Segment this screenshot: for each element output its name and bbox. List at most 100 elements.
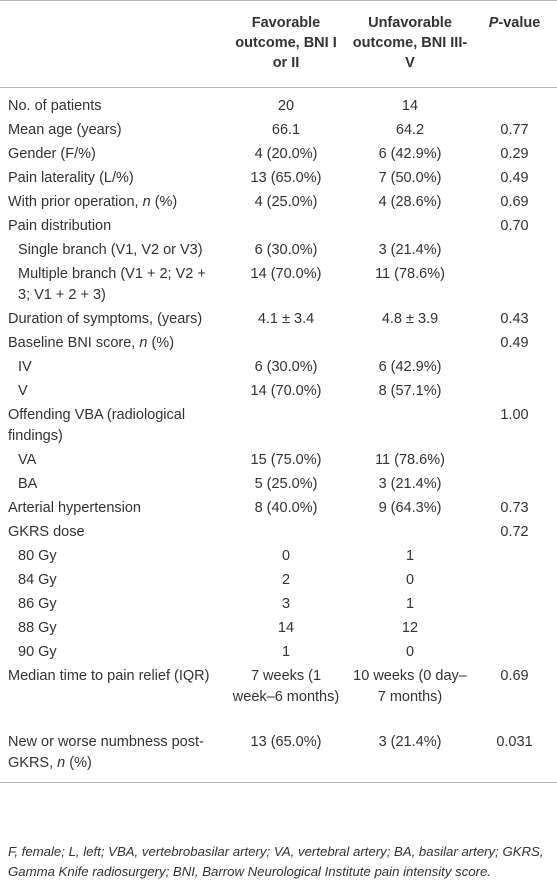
cell-favorable: 2	[281, 572, 291, 588]
cell-favorable: 7 weeks (1 week–6 months)	[232, 668, 340, 705]
cell-p-value	[472, 617, 557, 641]
table-header-row: Favorable outcome, BNI I or II Unfavorab…	[0, 0, 557, 88]
cell-favorable: 14	[277, 620, 295, 636]
table-row: VA 15 (75.0%) 11 (78.6%)	[0, 449, 557, 473]
table-row: Arterial hypertension 8 (40.0%) 9 (64.3%…	[0, 497, 557, 521]
row-label: 84 Gy	[18, 572, 57, 588]
cell-favorable: 6 (30.0%)	[254, 242, 318, 258]
cell-favorable: 1	[281, 644, 291, 660]
cell-favorable: 5 (25.0%)	[254, 476, 318, 492]
row-label: No. of patients	[8, 98, 102, 114]
cell-favorable: 13 (65.0%)	[250, 170, 322, 186]
row-label-n: n	[142, 194, 151, 210]
cell-favorable: 14 (70.0%)	[250, 266, 322, 282]
cell-p-value	[472, 449, 557, 473]
table-row: 86 Gy 3 1	[0, 593, 557, 617]
cell-p-value	[472, 263, 557, 308]
cell-favorable: 4 (20.0%)	[254, 146, 318, 162]
cell-unfavorable: 10 weeks (0 day–7 months)	[353, 668, 467, 705]
cell-p-value: 0.29	[500, 146, 529, 162]
table-row: Multiple branch (V1 + 2; V2 + 3; V1 + 2 …	[0, 263, 557, 308]
row-label: VA	[18, 452, 37, 468]
cell-unfavorable: 1	[405, 548, 415, 564]
cell-favorable: 8 (40.0%)	[254, 500, 318, 516]
row-label-text: With prior operation,	[8, 194, 143, 210]
cell-favorable	[224, 521, 348, 545]
row-label-n: n	[57, 755, 66, 771]
row-label-suffix: (%)	[147, 335, 175, 351]
table-row: GKRS dose 0.72	[0, 521, 557, 545]
cell-unfavorable: 11 (78.6%)	[375, 266, 445, 282]
cell-p-value: 0.73	[500, 500, 529, 516]
row-label: 88 Gy	[18, 620, 57, 636]
row-label-n: n	[139, 335, 148, 351]
cell-unfavorable: 3 (21.4%)	[378, 242, 442, 258]
cell-unfavorable: 1	[405, 596, 415, 612]
cell-unfavorable: 7 (50.0%)	[378, 170, 442, 186]
row-label: Mean age (years)	[8, 122, 122, 138]
header-p-italic: P	[488, 15, 499, 31]
row-label: Gender (F/%)	[8, 146, 96, 162]
cell-favorable: 20	[277, 98, 295, 114]
cell-unfavorable: 3 (21.4%)	[378, 476, 442, 492]
row-label-suffix: (%)	[65, 755, 92, 771]
table-row: No. of patients 20 14	[0, 88, 557, 120]
header-p-rest: -value	[498, 15, 541, 31]
cell-p-value: 0.031	[496, 734, 533, 750]
row-label: New or worse numbness post-GKRS, n (%)	[0, 731, 224, 783]
row-label-text: Baseline BNI score,	[8, 335, 140, 351]
row-label: 86 Gy	[18, 596, 57, 612]
header-favorable: Favorable outcome, BNI I or II	[235, 15, 337, 71]
cell-favorable	[224, 332, 348, 356]
cell-p-value	[472, 356, 557, 380]
row-label-text: New or worse numbness post-GKRS,	[8, 734, 204, 771]
cell-unfavorable: 9 (64.3%)	[378, 500, 442, 516]
cell-unfavorable: 0	[405, 572, 415, 588]
cell-favorable	[224, 215, 348, 239]
cell-favorable	[224, 404, 348, 449]
row-label-suffix: (%)	[150, 194, 178, 210]
table-row: New or worse numbness post-GKRS, n (%) 1…	[0, 731, 557, 783]
row-label: With prior operation, n (%)	[0, 191, 224, 215]
header-empty	[0, 1, 224, 88]
table-row: Mean age (years) 66.1 64.2 0.77	[0, 119, 557, 143]
row-label: 80 Gy	[18, 548, 57, 564]
row-label: IV	[18, 359, 32, 375]
cell-unfavorable: 14	[401, 98, 419, 114]
row-label: Single branch (V1, V2 or V3)	[18, 242, 203, 258]
cell-favorable: 4 (25.0%)	[254, 194, 318, 210]
results-table: Favorable outcome, BNI I or II Unfavorab…	[0, 0, 557, 783]
cell-p-value: 0.49	[500, 335, 529, 351]
row-label: Offending VBA (radiological findings)	[8, 407, 186, 444]
table-footnote: F, female; L, left; VBA, vertebrobasilar…	[8, 844, 544, 879]
row-label: Pain distribution	[8, 218, 112, 234]
table-row: Median time to pain relief (IQR) 7 weeks…	[0, 665, 557, 731]
table-row: Pain distribution 0.70	[0, 215, 557, 239]
cell-favorable: 4.1 ± 3.4	[257, 311, 315, 327]
row-label: Multiple branch (V1 + 2; V2 + 3; V1 + 2 …	[18, 266, 206, 303]
table-row: With prior operation, n (%) 4 (25.0%) 4 …	[0, 191, 557, 215]
cell-p-value: 0.49	[500, 170, 529, 186]
row-label: Baseline BNI score, n (%)	[0, 332, 224, 356]
table-row: 90 Gy 1 0	[0, 641, 557, 665]
cell-p-value	[472, 641, 557, 665]
header-unfavorable: Unfavorable outcome, BNI III-V	[352, 15, 468, 71]
cell-p-value: 0.77	[500, 122, 529, 138]
cell-p-value: 0.69	[500, 194, 529, 210]
table-row: 80 Gy 0 1	[0, 545, 557, 569]
header-p-value: P-value	[472, 1, 557, 88]
row-label: Median time to pain relief (IQR)	[8, 668, 210, 684]
cell-unfavorable: 6 (42.9%)	[378, 146, 442, 162]
cell-p-value	[472, 473, 557, 497]
cell-p-value	[472, 239, 557, 263]
cell-favorable: 15 (75.0%)	[250, 452, 322, 468]
cell-unfavorable: 8 (57.1%)	[378, 383, 442, 399]
table-row: IV 6 (30.0%) 6 (42.9%)	[0, 356, 557, 380]
table-row: Pain laterality (L/%) 13 (65.0%) 7 (50.0…	[0, 167, 557, 191]
table-row: 88 Gy 14 12	[0, 617, 557, 641]
table-row: Baseline BNI score, n (%) 0.49	[0, 332, 557, 356]
row-label: Duration of symptoms, (years)	[8, 311, 203, 327]
cell-unfavorable: 3 (21.4%)	[378, 734, 442, 750]
cell-p-value	[472, 545, 557, 569]
